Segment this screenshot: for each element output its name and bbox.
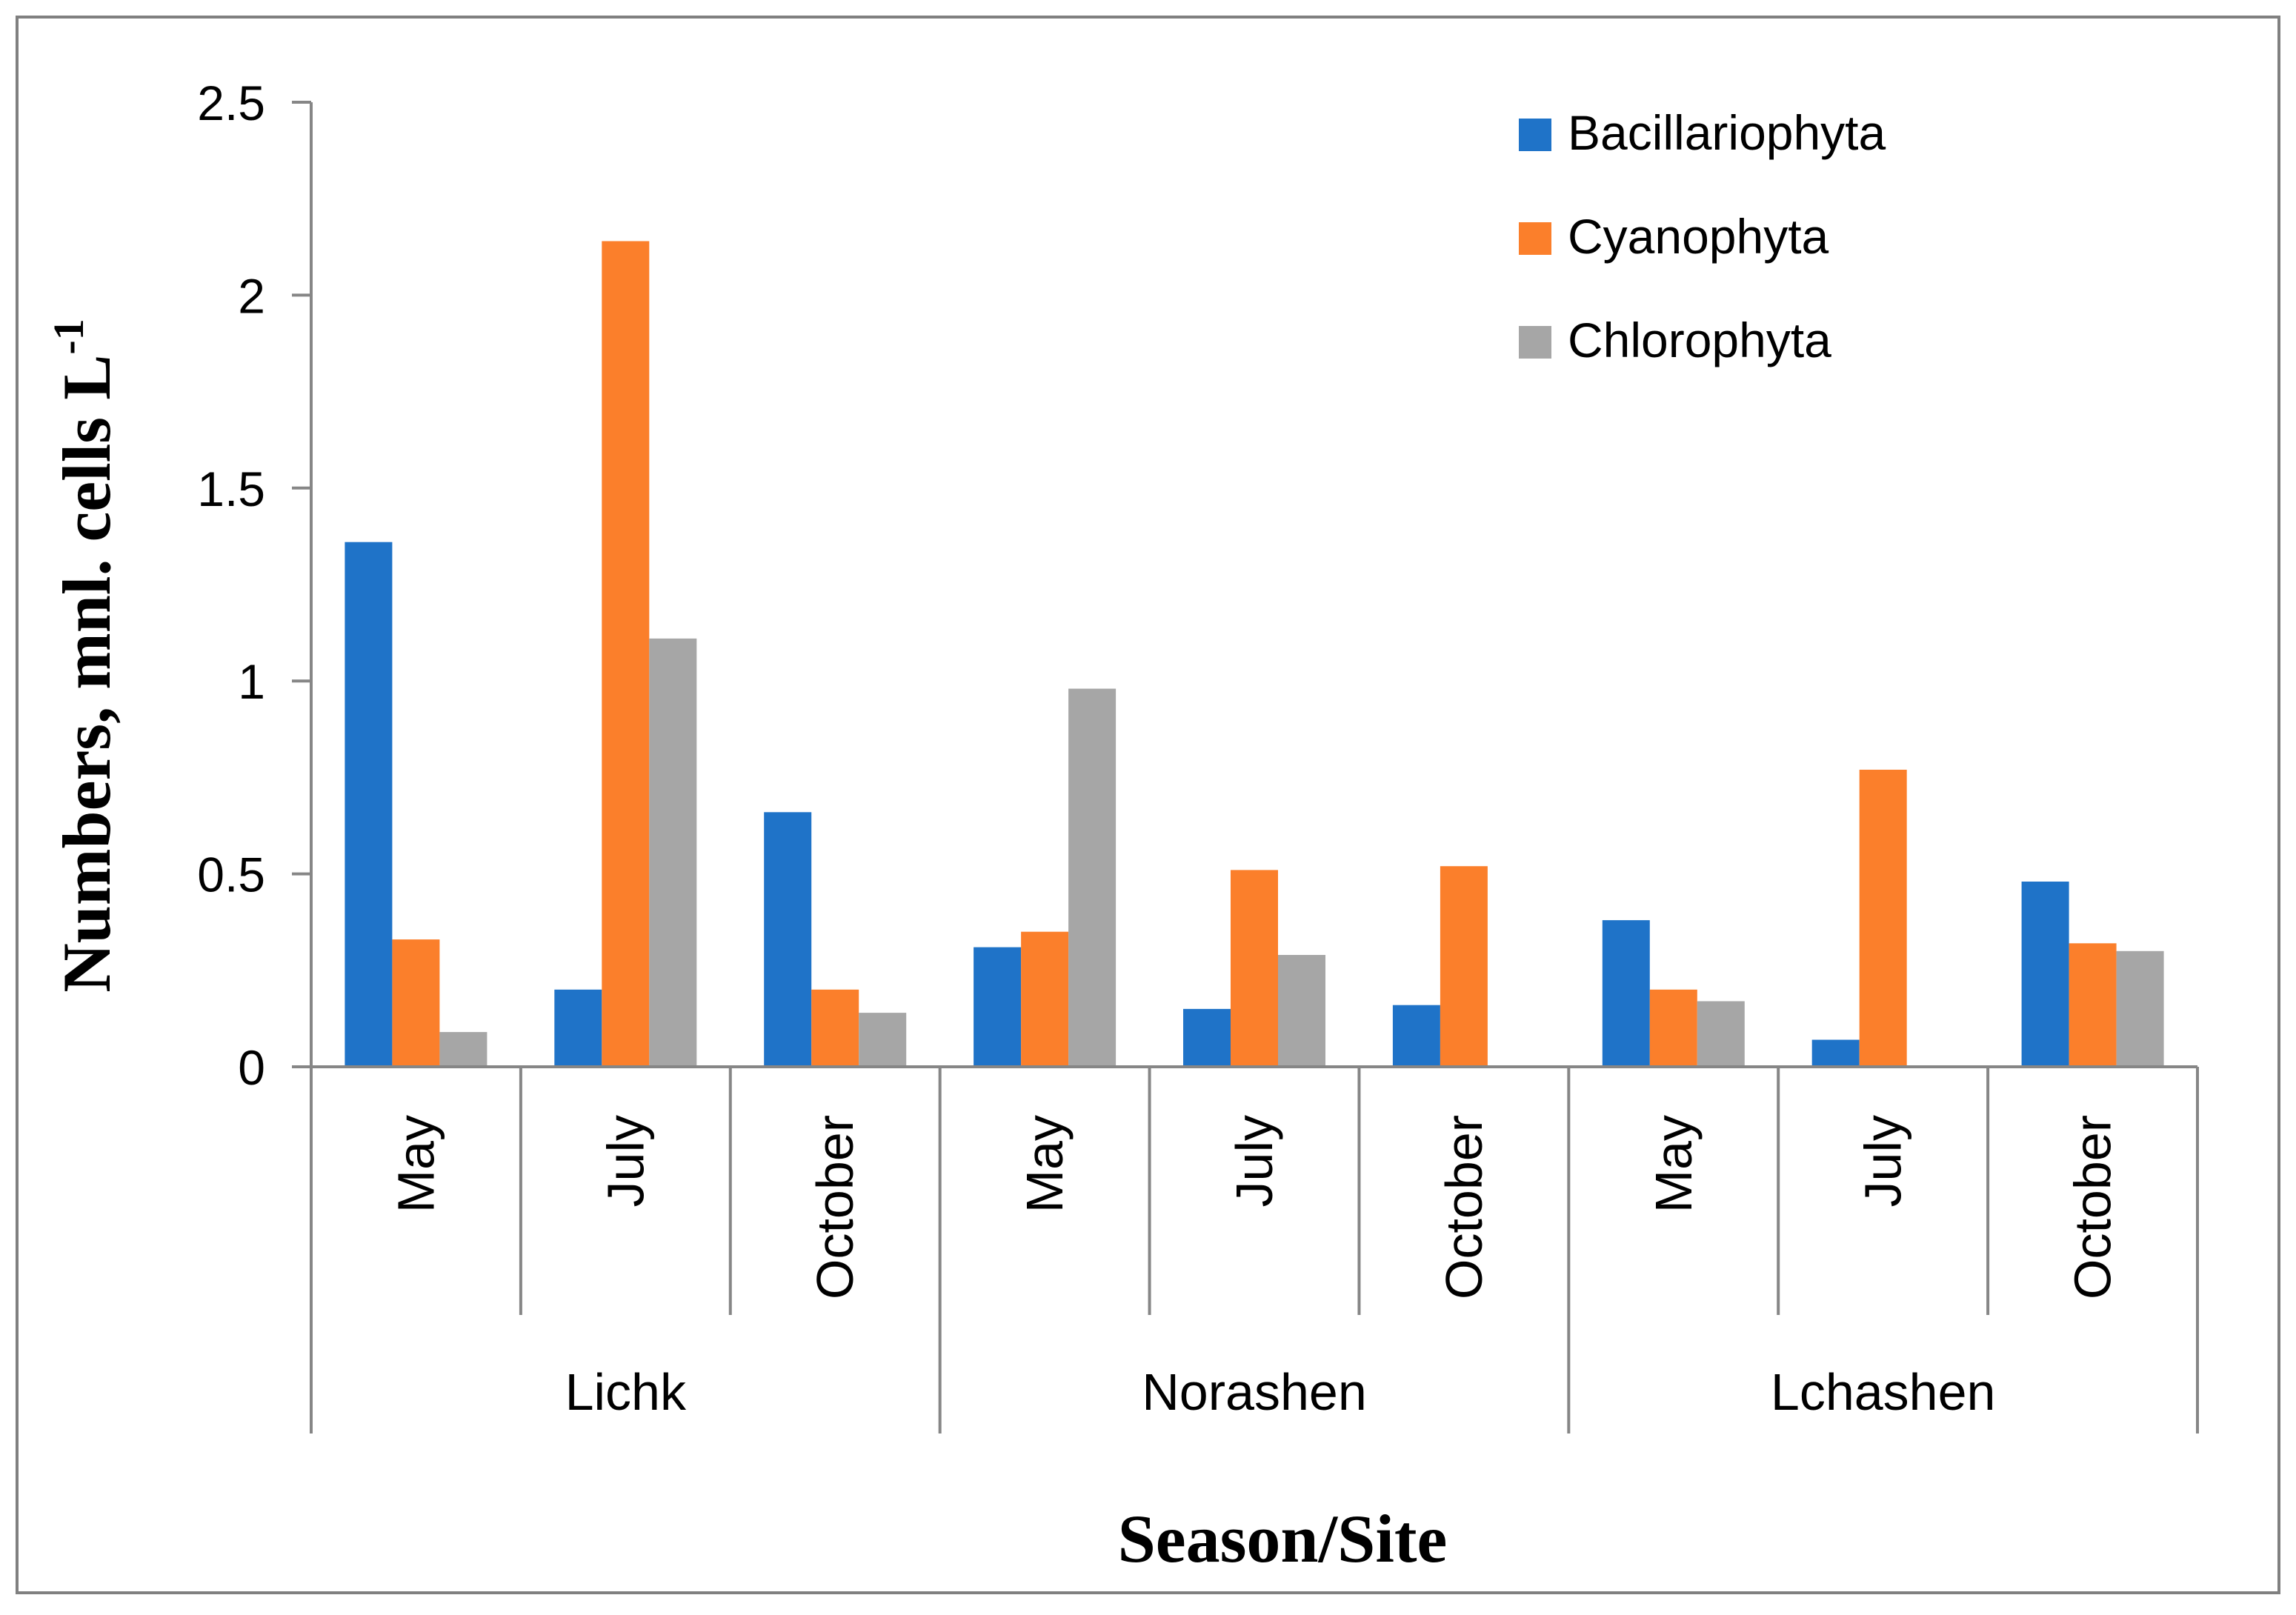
x-month-label: May — [1645, 1115, 1703, 1213]
y-axis-title: Numbers, mnl. cells L-1 — [44, 319, 124, 993]
x-site-label: Lchashen — [1771, 1363, 1996, 1421]
bar-cyanophyta-6 — [1649, 989, 1697, 1067]
bar-bacillariophyta-2 — [764, 812, 812, 1067]
bar-bacillariophyta-7 — [1811, 1039, 1860, 1067]
bar-cyanophyta-0 — [392, 939, 440, 1067]
y-tick-label: 1.5 — [197, 462, 265, 516]
bar-bacillariophyta-1 — [554, 989, 602, 1067]
axis-layer — [292, 101, 2199, 1433]
x-axis-title: Season/Site — [1118, 1501, 1448, 1576]
legend: Bacillariophyta Cyanophyta Chlorophyta — [1519, 105, 1886, 367]
legend-label-chlorophyta: Chlorophyta — [1568, 313, 1831, 367]
bar-cyanophyta-2 — [811, 989, 859, 1067]
x-month-label: July — [1225, 1115, 1283, 1207]
legend-swatch-bacillariophyta — [1519, 119, 1551, 151]
bar-cyanophyta-5 — [1440, 866, 1488, 1067]
y-tick-label: 0 — [238, 1040, 265, 1095]
y-axis-title-text: Numbers, mnl. cells L — [49, 355, 124, 993]
x-month-label: October — [1435, 1115, 1493, 1299]
bar-bacillariophyta-0 — [345, 542, 393, 1067]
bar-bacillariophyta-3 — [974, 947, 1022, 1067]
bar-cyanophyta-3 — [1021, 931, 1069, 1067]
bar-chlorophyta-3 — [1068, 688, 1117, 1067]
bar-bacillariophyta-4 — [1183, 1008, 1231, 1067]
bar-cyanophyta-7 — [1859, 770, 1907, 1067]
bars-layer — [345, 241, 2164, 1067]
y-axis-title-superscript: -1 — [44, 319, 93, 354]
x-month-label: May — [1016, 1115, 1074, 1213]
bar-chlorophyta-8 — [2116, 950, 2164, 1067]
x-month-label: July — [596, 1115, 654, 1207]
bar-cyanophyta-4 — [1231, 870, 1278, 1067]
legend-swatch-chlorophyta — [1519, 326, 1551, 359]
bar-bacillariophyta-6 — [1602, 920, 1650, 1067]
legend-label-cyanophyta: Cyanophyta — [1568, 209, 1829, 264]
x-month-label: July — [1854, 1115, 1912, 1207]
bar-cyanophyta-1 — [602, 241, 650, 1067]
legend-label-bacillariophyta: Bacillariophyta — [1568, 105, 1886, 160]
y-tick-label: 2 — [238, 268, 265, 323]
bar-chlorophyta-1 — [649, 638, 697, 1067]
x-site-label: Norashen — [1142, 1363, 1367, 1421]
bar-cyanophyta-8 — [2069, 943, 2117, 1067]
x-site-label: Lichk — [565, 1363, 687, 1421]
x-category-labels: May July October May July October May July Octob… — [387, 1115, 2121, 1421]
y-tick-labels: 0 0.5 1 1.5 2 2.5 — [197, 76, 265, 1095]
bar-bacillariophyta-5 — [1392, 1005, 1440, 1067]
x-month-label: October — [2064, 1115, 2122, 1299]
bar-chlorophyta-2 — [859, 1013, 907, 1067]
y-tick-label: 1 — [238, 654, 265, 709]
y-tick-label: 2.5 — [197, 76, 265, 130]
bar-bacillariophyta-8 — [2021, 882, 2069, 1067]
legend-swatch-cyanophyta — [1519, 222, 1551, 255]
x-month-label: May — [387, 1115, 445, 1213]
y-tick-label: 0.5 — [197, 848, 265, 902]
bar-chlorophyta-6 — [1697, 1001, 1745, 1067]
x-month-label: October — [806, 1115, 864, 1299]
bar-chlorophyta-4 — [1278, 955, 1325, 1067]
bar-chlorophyta-0 — [439, 1032, 488, 1067]
